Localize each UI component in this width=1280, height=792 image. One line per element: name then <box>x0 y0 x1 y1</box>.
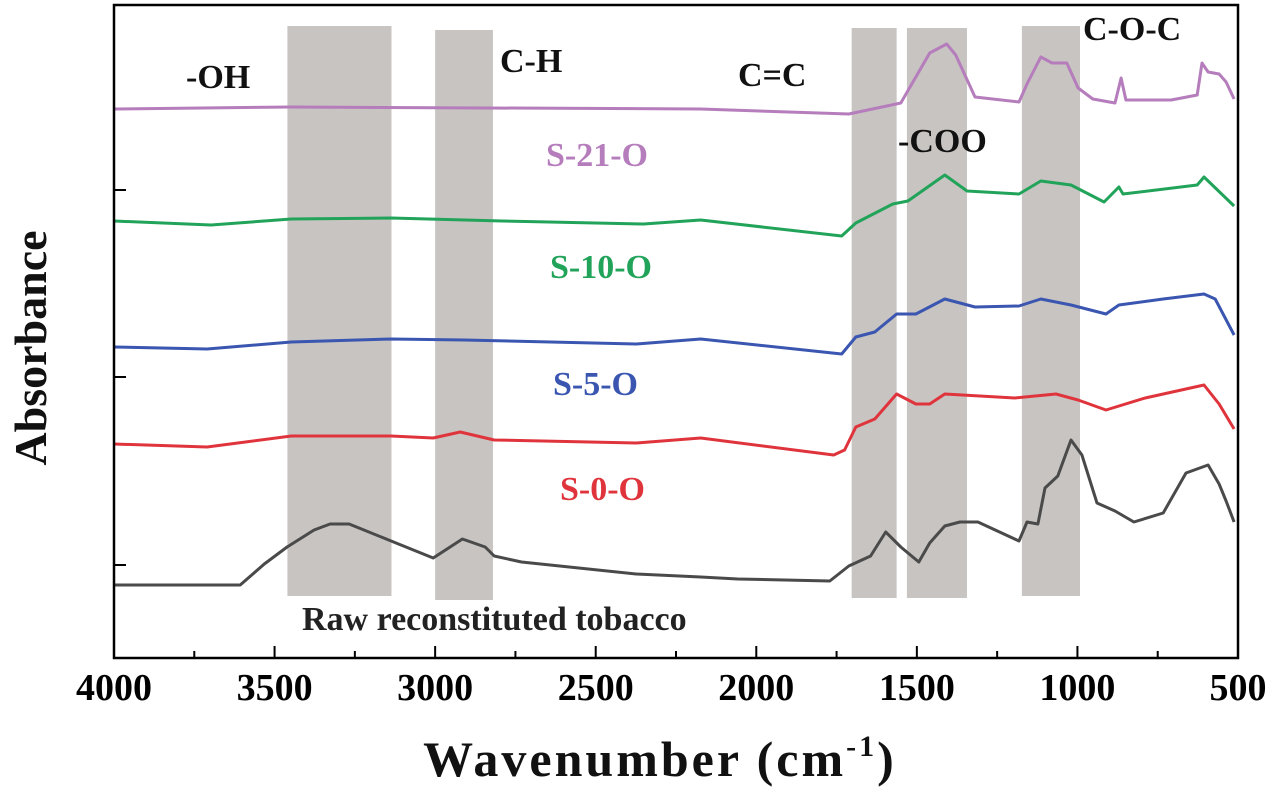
band-layer <box>287 26 1080 600</box>
x-axis-label-sup: -1 <box>846 730 877 763</box>
x-tick-label: 4000 <box>76 667 152 709</box>
band-0 <box>287 26 392 596</box>
annotation-coc: C-O-C <box>1083 11 1181 48</box>
series-line-3 <box>113 173 1236 238</box>
series-line-1 <box>113 383 1236 457</box>
x-tick-label: 500 <box>1210 667 1267 709</box>
series-line-0 <box>114 438 1236 587</box>
x-tick-label: 2500 <box>558 667 634 709</box>
band-4 <box>1021 26 1080 596</box>
series-label-s10: S-10-O <box>550 249 652 286</box>
band-1 <box>435 30 493 600</box>
y-axis-label: Absorbance <box>5 230 56 465</box>
x-tick-label: 2000 <box>718 667 794 709</box>
x-axis-label-close: ) <box>877 731 897 787</box>
tick-layer: 4000 3500 3000 2500 2000 1500 1000 500 <box>76 189 1267 709</box>
x-tick-label: 3500 <box>237 667 313 709</box>
annotation-coo: -COO <box>898 123 987 160</box>
series-layer <box>113 42 1236 587</box>
x-tick-label: 3000 <box>397 667 473 709</box>
series-line-4 <box>113 42 1236 116</box>
band-2 <box>851 28 897 598</box>
annotation-oh: -OH <box>186 59 250 96</box>
x-axis-label-main: Wavenumber (cm <box>423 731 846 787</box>
annotation-cc: C=C <box>738 57 806 94</box>
annotation-ch: C-H <box>500 43 562 80</box>
x-axis-label: Wavenumber (cm-1) <box>423 730 897 787</box>
series-label-s21: S-21-O <box>546 137 648 174</box>
series-line-2 <box>113 292 1236 356</box>
x-tick-label: 1500 <box>879 667 955 709</box>
x-tick-label: 1000 <box>1039 667 1115 709</box>
series-label-raw: Raw reconstituted tobacco <box>302 601 687 638</box>
series-label-s5: S-5-O <box>553 366 638 403</box>
series-label-s0: S-0-O <box>560 471 645 508</box>
